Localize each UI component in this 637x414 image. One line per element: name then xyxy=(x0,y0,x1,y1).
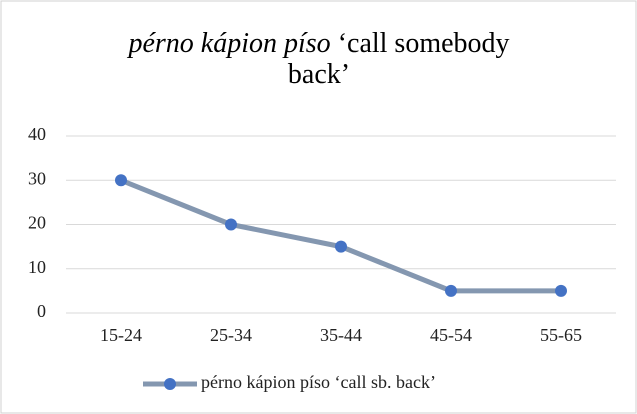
x-tick-label: 25-34 xyxy=(210,325,252,345)
x-tick-label: 35-44 xyxy=(320,325,362,345)
title-italic: pérno kápion píso xyxy=(128,28,331,59)
y-tick-label: 10 xyxy=(28,257,46,277)
x-tick-label: 45-54 xyxy=(430,325,472,345)
y-tick-label: 20 xyxy=(28,213,46,233)
legend-marker xyxy=(164,378,176,390)
x-tick-label: 15-24 xyxy=(100,325,142,345)
y-tick-label: 30 xyxy=(28,168,46,188)
data-point xyxy=(335,240,347,253)
data-point xyxy=(115,174,127,187)
data-point xyxy=(555,284,567,297)
data-point xyxy=(445,284,457,297)
legend-label: pérno kápion píso ‘call sb. back’ xyxy=(201,372,436,392)
chart-title: pérno kápion píso ‘call somebody back’ xyxy=(99,28,539,90)
y-tick-label: 40 xyxy=(28,124,46,144)
y-tick-label: 0 xyxy=(37,301,46,321)
data-point xyxy=(225,218,237,231)
x-tick-label: 55-65 xyxy=(540,325,582,345)
title-roman: ‘call somebody back’ xyxy=(287,28,510,90)
